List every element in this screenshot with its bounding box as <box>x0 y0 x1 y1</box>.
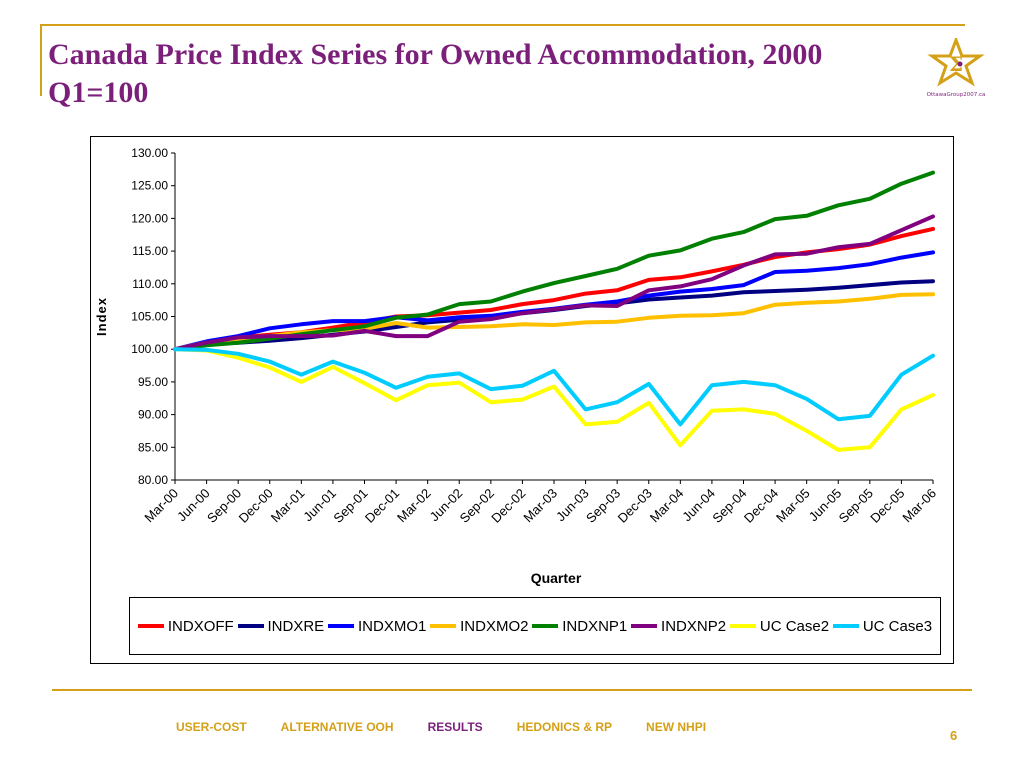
legend-swatch <box>532 624 559 628</box>
y-axis-title: Index <box>94 297 109 336</box>
ottawa-group-logo: Σ OttawaGroup2007.ca <box>926 35 986 100</box>
legend-swatch <box>430 624 457 628</box>
nav-link-alternative-ooh[interactable]: ALTERNATIVE OOH <box>280 720 394 734</box>
legend-label: INDXMO1 <box>357 617 427 635</box>
legend-label: UC Case2 <box>759 617 830 635</box>
x-tick-label: Mar-05 <box>773 486 813 526</box>
y-tick-label: 110.00 <box>132 277 168 291</box>
legend-item-indxre: INDXRE <box>237 617 325 635</box>
legend-item-indxnp2: INDXNP2 <box>631 618 726 635</box>
star-sigma-icon: Σ OttawaGroup2007.ca <box>927 35 986 98</box>
legend-swatch <box>729 624 756 628</box>
x-tick-label: Mar-04 <box>647 486 687 526</box>
x-tick-label: Mar-01 <box>268 486 308 526</box>
legend-swatch <box>237 624 264 628</box>
svg-text:Σ: Σ <box>949 52 963 76</box>
x-tick-label: Dec-00 <box>236 486 276 526</box>
slide-title: Canada Price Index Series for Owned Acco… <box>48 38 823 109</box>
x-tick-label: Mar-02 <box>394 486 434 526</box>
y-tick-label: 80.00 <box>138 473 168 487</box>
y-tick-label: 105.00 <box>131 310 168 324</box>
legend-label: UC Case3 <box>862 617 933 635</box>
x-tick-label: Mar-00 <box>141 486 181 526</box>
series-line-indxnp2 <box>173 214 935 352</box>
legend-item-indxmo2: INDXMO2 <box>430 618 528 635</box>
y-tick-label: 85.00 <box>138 440 168 454</box>
legend-item-indxoff: INDXOFF <box>137 617 234 635</box>
y-tick-label: 90.00 <box>138 408 168 422</box>
x-tick-label: Dec-02 <box>488 486 528 526</box>
title-frame-top <box>40 24 965 26</box>
x-tick-label: Sep-00 <box>204 486 244 526</box>
x-tick-label: Dec-04 <box>741 486 781 526</box>
series-line-indxnp1 <box>173 170 935 352</box>
x-axis-title: Quarter <box>531 570 582 586</box>
legend-label: INDXRE <box>267 617 325 635</box>
legend-item-indxnp1: INDXNP1 <box>532 618 627 635</box>
footer-nav: USER-COST ALTERNATIVE OOH RESULTS HEDONICS … <box>176 720 740 734</box>
y-tick-label: 120.00 <box>131 211 168 225</box>
legend-label: INDXMO2 <box>460 617 529 635</box>
legend-swatch <box>631 624 658 628</box>
y-tick-label: 100.00 <box>131 342 168 356</box>
y-tick-label: 115.00 <box>132 244 168 258</box>
y-tick-label: 130.00 <box>131 146 168 160</box>
x-tick-label: Mar-03 <box>520 486 560 526</box>
x-tick-label: Dec-03 <box>615 486 655 526</box>
y-tick-label: 95.00 <box>138 375 168 389</box>
x-tick-label: Sep-04 <box>709 486 749 526</box>
x-tick-label: Sep-03 <box>583 486 623 526</box>
nav-link-results[interactable]: RESULTS <box>427 720 483 734</box>
line-chart: 130.00 125.00 120.00 115.00 110.00 105.00 100.… <box>94 146 939 586</box>
chart-panel: 130.00 125.00 120.00 115.00 110.00 105.00 100.… <box>90 136 954 664</box>
legend-swatch <box>832 624 859 628</box>
y-tick-label: 125.00 <box>131 179 168 193</box>
chart-legend: INDXOFF INDXRE INDXMO1 INDXMO2 INDXNP1 INDXNP… <box>129 597 941 655</box>
legend-swatch <box>137 624 164 628</box>
x-tick-label: Sep-05 <box>836 486 876 526</box>
series-line-uc-case2 <box>173 347 935 452</box>
x-tick-label: Mar-06 <box>899 486 939 526</box>
x-tick-label: Dec-01 <box>362 486 402 526</box>
nav-link-user-cost[interactable]: USER-COST <box>176 720 247 734</box>
nav-link-new-nhpi[interactable]: NEW NHPI <box>646 720 707 734</box>
legend-swatch <box>327 624 354 628</box>
legend-item-uc-case2: UC Case2 <box>729 617 830 635</box>
legend-label: INDXNP2 <box>661 617 727 635</box>
x-tick-label: Dec-05 <box>867 486 907 526</box>
x-tick-label: Sep-02 <box>457 486 497 526</box>
legend-item-indxmo1: INDXMO1 <box>327 617 427 635</box>
series-line-uc-case3 <box>173 347 935 427</box>
legend-label: INDXOFF <box>167 617 234 635</box>
legend-label: INDXNP1 <box>562 617 628 635</box>
series-line-indxre <box>173 279 935 352</box>
legend-item-uc-case3: UC Case3 <box>832 617 933 635</box>
x-tick-label: Sep-01 <box>330 486 370 526</box>
page-number: 6 <box>950 728 958 743</box>
footer-rule <box>52 689 972 691</box>
logo-text: OttawaGroup2007.ca <box>927 92 986 98</box>
title-frame-left <box>40 24 42 96</box>
nav-link-hedonics-rp[interactable]: HEDONICS & RP <box>516 720 613 734</box>
